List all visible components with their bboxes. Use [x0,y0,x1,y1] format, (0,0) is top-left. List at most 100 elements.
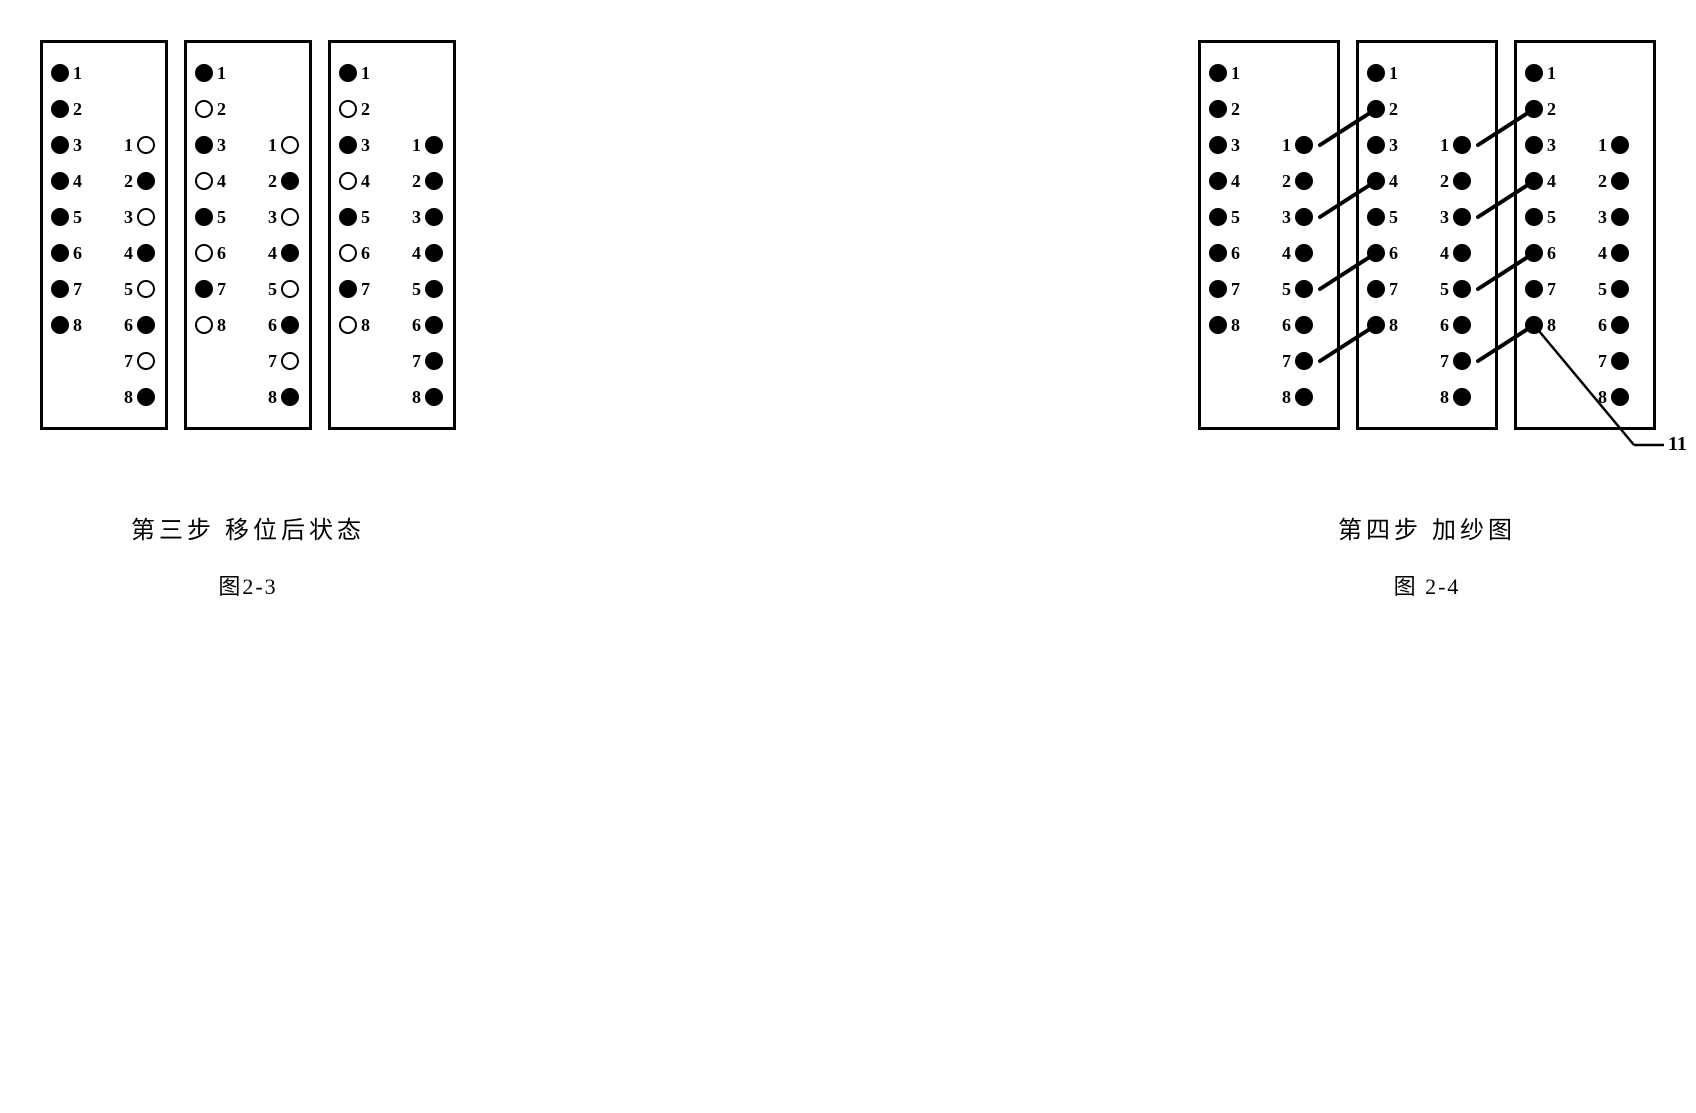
panel-row: 1 [1525,55,1645,91]
row-number-left: 5 [73,207,82,228]
dot-icon [195,244,213,262]
dot-icon [425,244,443,262]
panel-row: 8 [1367,379,1487,415]
row-number-left: 5 [1231,207,1240,228]
panel: 1231425364758678 [40,40,168,430]
row-number-right: 7 [1440,351,1449,372]
row-number-right: 4 [1440,243,1449,264]
row-number-right: 6 [412,315,421,336]
row-number-right: 1 [1440,135,1449,156]
dot-icon [51,244,69,262]
row-number-right: 4 [412,243,421,264]
dot-icon [281,280,299,298]
row-number-right: 5 [1440,279,1449,300]
dot-icon [195,280,213,298]
panel-row: 42 [339,163,445,199]
callout-label: 11 [1668,433,1687,456]
panel-row: 53 [1209,199,1329,235]
row-number-left: 4 [217,171,226,192]
dot-icon [1367,64,1385,82]
row-number-left: 7 [217,279,226,300]
dot-icon [1453,136,1471,154]
dot-icon [1453,244,1471,262]
dot-icon [281,352,299,370]
dot-icon [339,64,357,82]
dot-icon [1611,136,1629,154]
row-number-left: 6 [73,243,82,264]
row-number-right: 6 [1282,315,1291,336]
row-number-left: 1 [1389,63,1398,84]
dot-icon [1209,136,1227,154]
row-number-left: 2 [1389,99,1398,120]
row-number-right: 5 [1282,279,1291,300]
dot-icon [1525,172,1543,190]
panel-row: 7 [1367,343,1487,379]
row-number-left: 8 [361,315,370,336]
panel-row: 64 [51,235,157,271]
dot-icon [1209,208,1227,226]
row-number-left: 8 [217,315,226,336]
panel-row: 64 [1367,235,1487,271]
panel-row: 31 [1209,127,1329,163]
dot-icon [1295,208,1313,226]
row-number-left: 3 [73,135,82,156]
row-number-right: 1 [124,135,133,156]
dot-icon [1611,352,1629,370]
row-number-left: 2 [73,99,82,120]
dot-icon [339,208,357,226]
panel: 1231425364758678 [184,40,312,430]
panel: 1231425364758678 [328,40,456,430]
dot-icon [1367,316,1385,334]
panel-row: 7 [339,343,445,379]
row-number-right: 8 [268,387,277,408]
panel-row: 2 [195,91,301,127]
row-number-right: 3 [124,207,133,228]
row-number-right: 5 [268,279,277,300]
row-number-left: 7 [73,279,82,300]
row-number-right: 6 [124,315,133,336]
row-number-right: 8 [124,387,133,408]
row-number-left: 4 [73,171,82,192]
dot-icon [1367,136,1385,154]
dot-icon [1367,280,1385,298]
dot-icon [137,280,155,298]
panel-row: 75 [339,271,445,307]
row-number-left: 3 [1231,135,1240,156]
panel-row: 75 [1367,271,1487,307]
panel-row: 31 [195,127,301,163]
row-number-right: 8 [1440,387,1449,408]
row-number-left: 4 [1231,171,1240,192]
row-number-right: 4 [268,243,277,264]
dot-icon [425,280,443,298]
figure-2-3-caption: 第三步 移位后状态 [131,510,365,545]
dot-icon [1453,352,1471,370]
dot-icon [1525,64,1543,82]
dot-icon [1611,244,1629,262]
dot-icon [1367,100,1385,118]
dot-icon [137,172,155,190]
dot-icon [137,244,155,262]
panel: 1231425364758678 [1356,40,1498,430]
row-number-right: 4 [1598,243,1607,264]
panel-row: 7 [195,343,301,379]
dot-icon [339,244,357,262]
panel-row: 64 [1525,235,1645,271]
dot-icon [1525,244,1543,262]
diagram-container: 1231425364758678123142536475867812314253… [40,40,1656,601]
row-number-right: 2 [412,171,421,192]
row-number-left: 6 [361,243,370,264]
panel-row: 2 [1367,91,1487,127]
panel-row: 64 [195,235,301,271]
panel: 1231425364758678 [1514,40,1656,430]
panel-row: 42 [1367,163,1487,199]
row-number-left: 2 [1547,99,1556,120]
dot-icon [281,172,299,190]
panel-row: 75 [195,271,301,307]
row-number-right: 2 [124,171,133,192]
row-number-right: 8 [1598,387,1607,408]
dot-icon [195,172,213,190]
dot-icon [1295,388,1313,406]
row-number-right: 5 [412,279,421,300]
panel-row: 7 [1525,343,1645,379]
row-number-right: 7 [268,351,277,372]
